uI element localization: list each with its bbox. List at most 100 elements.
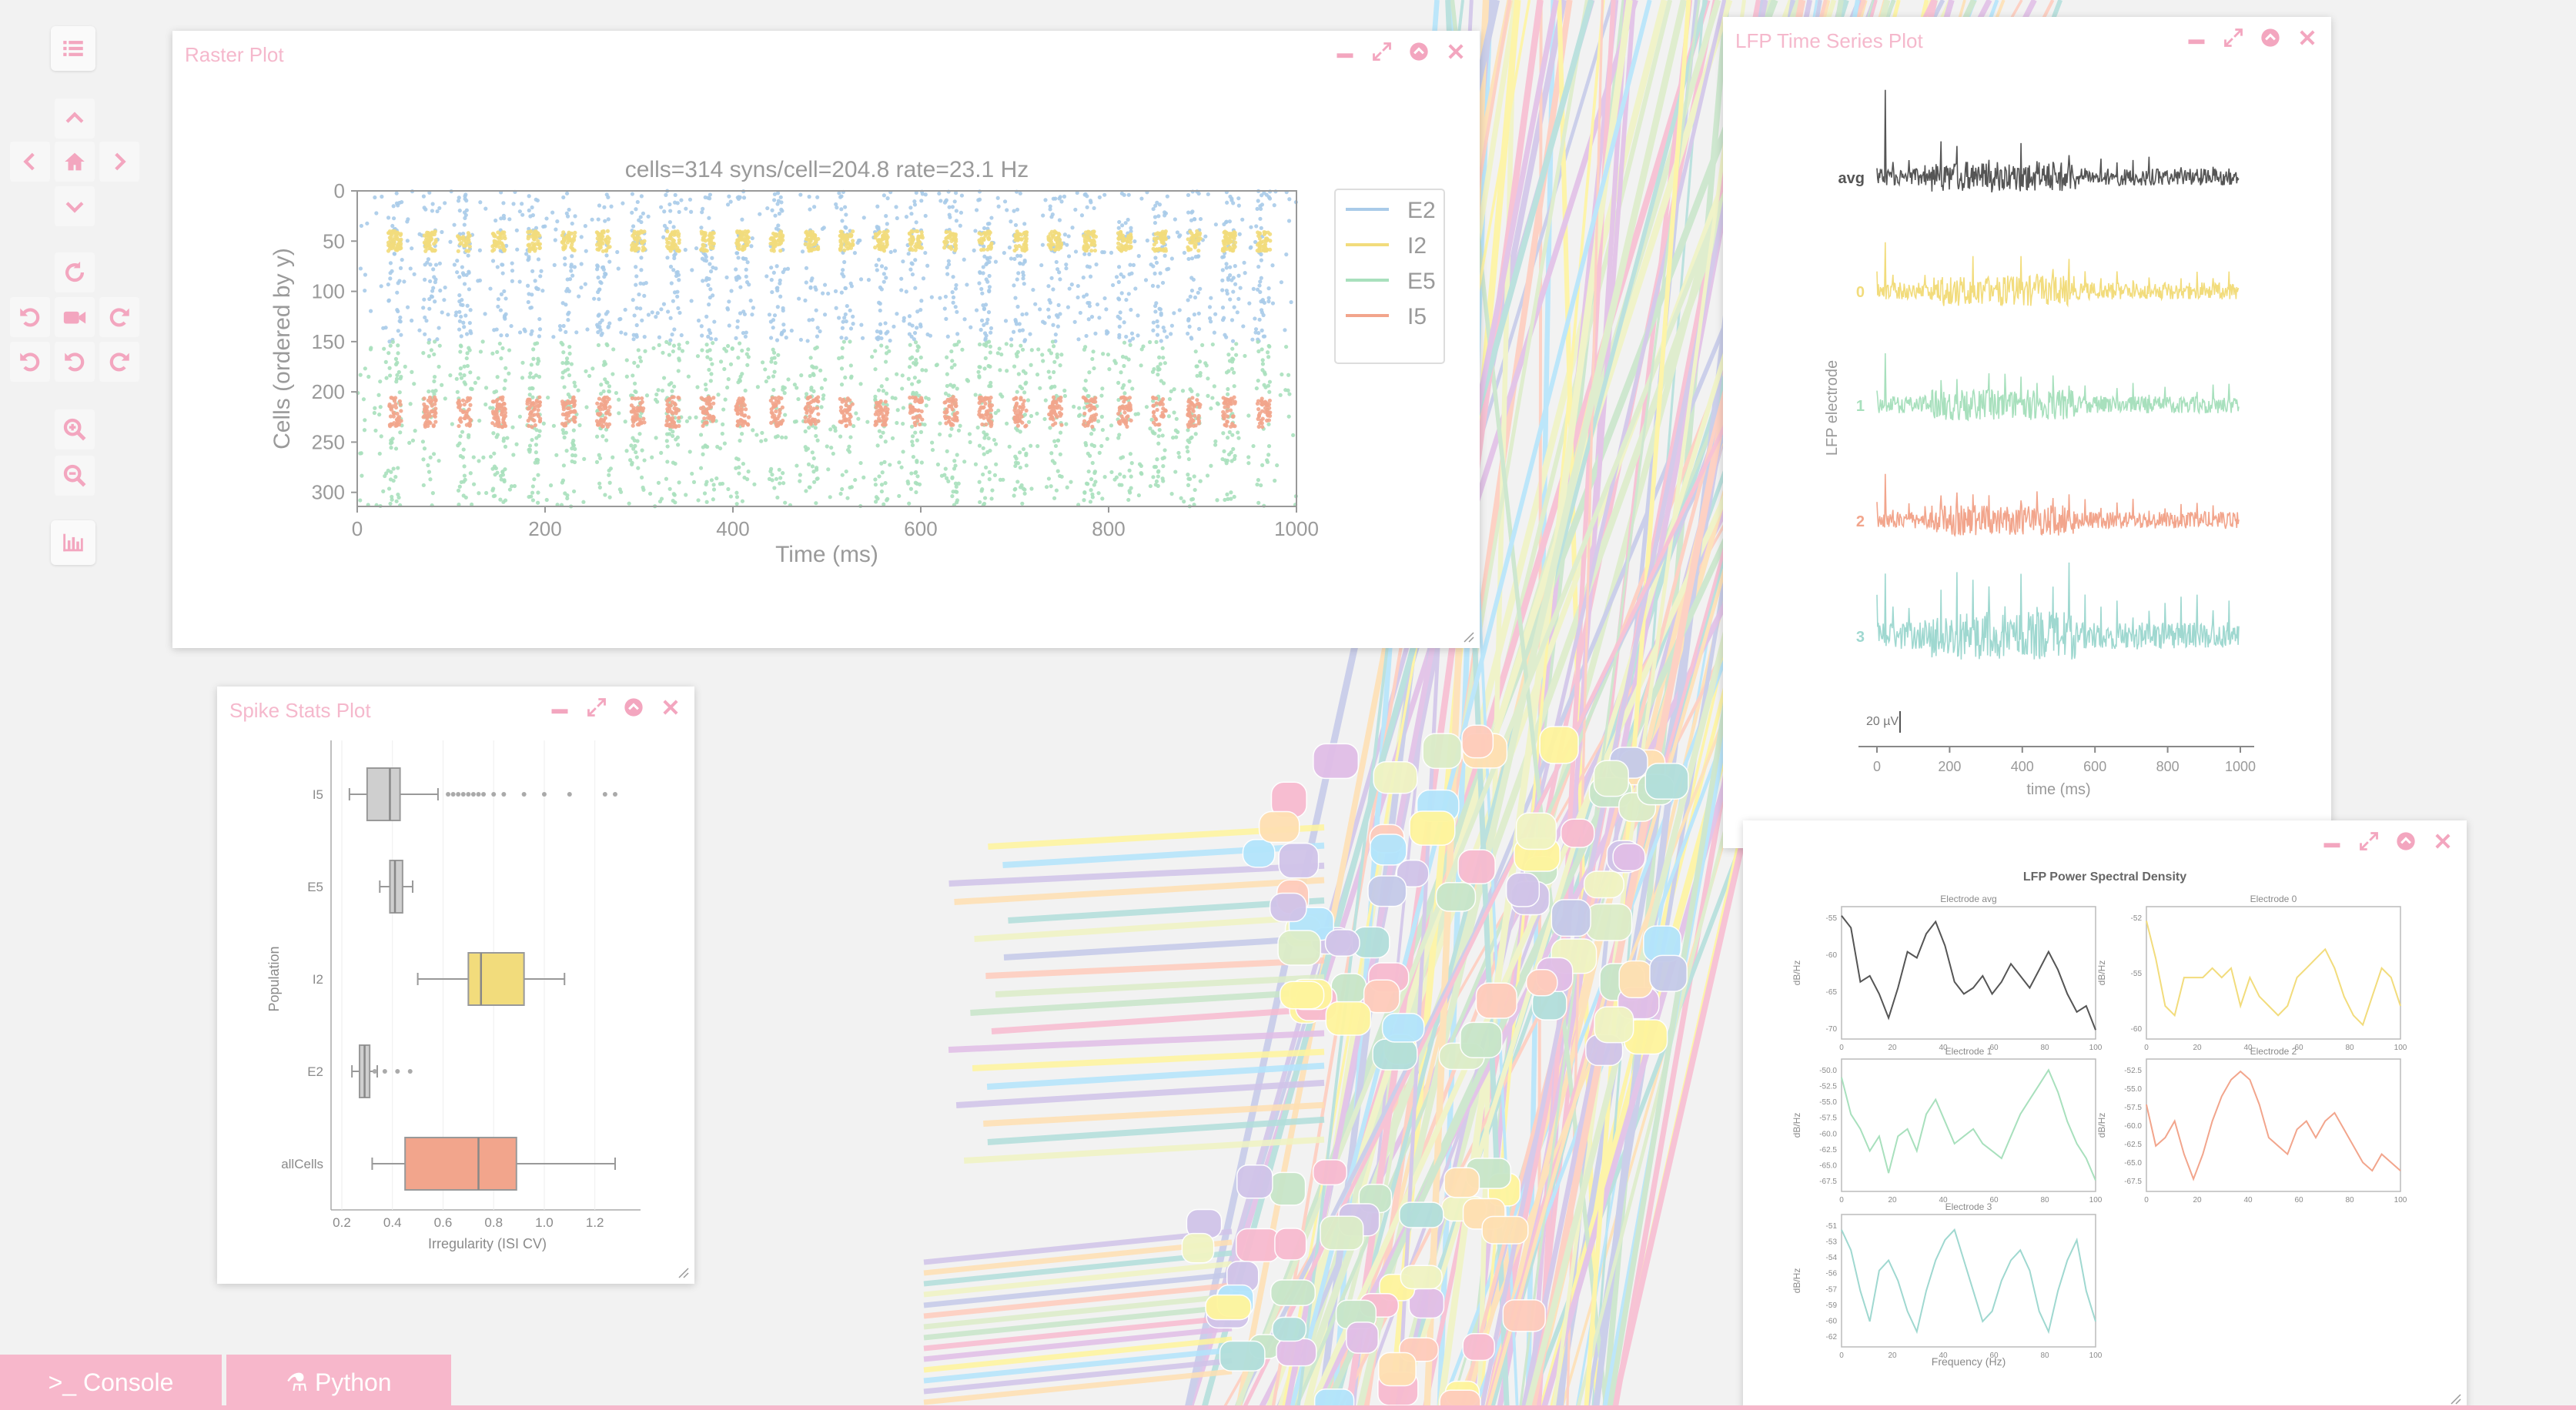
spike-point [677, 480, 681, 485]
spike-point [642, 335, 647, 339]
rotate-right-icon[interactable] [99, 297, 139, 337]
spike-point [1127, 401, 1132, 406]
rotate-reset-icon[interactable] [55, 252, 95, 292]
spike-point [1236, 203, 1241, 208]
spike-point [977, 479, 982, 484]
spike-point [920, 368, 925, 373]
minimize-icon[interactable] [1333, 40, 1357, 63]
spike-point [778, 408, 782, 413]
spike-point [490, 351, 495, 356]
spike-point [594, 434, 600, 439]
collapse-icon[interactable] [1407, 40, 1430, 63]
spike-point [466, 253, 470, 258]
spike-point [885, 222, 889, 226]
right-icon[interactable] [99, 142, 139, 182]
spike-point [1100, 386, 1105, 391]
spike-point [1107, 367, 1112, 372]
spike-point [1118, 405, 1122, 409]
spike-point [631, 436, 635, 440]
spike-point [711, 396, 716, 400]
fiber [923, 1293, 1233, 1330]
spike-point [873, 245, 878, 250]
spike-point [614, 390, 619, 396]
spike-point [968, 439, 972, 445]
spike-point [1236, 436, 1241, 440]
spike-point [1163, 408, 1168, 413]
cell-body [1594, 1006, 1634, 1044]
zoom-out-icon[interactable] [55, 456, 95, 496]
spike-point [980, 291, 985, 296]
spike-point [1247, 301, 1252, 306]
list-icon[interactable] [51, 26, 95, 71]
spike-point [643, 349, 647, 353]
undo-icon[interactable] [10, 342, 50, 382]
spike-point [750, 312, 754, 317]
home-icon[interactable] [55, 142, 95, 182]
spike-point [1059, 241, 1064, 246]
spike-point [536, 231, 540, 236]
spike-point [1048, 232, 1052, 236]
spike-point [573, 384, 577, 389]
raster-plot-window[interactable]: Raster Plot 0 200 400 600 800 1000 0 50 100 150 20… [172, 31, 1480, 648]
spike-point [527, 443, 533, 448]
spike-point [500, 469, 505, 474]
spike-point [1020, 347, 1025, 352]
spike-point [742, 312, 748, 316]
spike-point [700, 256, 704, 261]
spike-point [1102, 296, 1107, 301]
cell-body [1618, 960, 1654, 999]
camera-icon[interactable] [55, 297, 95, 337]
left-icon[interactable] [10, 142, 50, 182]
rotate-left-icon[interactable] [10, 297, 50, 337]
spike-point [1193, 432, 1198, 436]
spike-point [958, 223, 962, 228]
spike-point [603, 377, 607, 382]
spike-point [478, 200, 483, 205]
spike-point [1049, 451, 1054, 456]
down-icon[interactable] [55, 186, 95, 226]
close-icon[interactable] [1444, 40, 1467, 63]
redo-icon[interactable] [99, 342, 139, 382]
spike-point [775, 191, 781, 195]
maximize-icon[interactable] [1370, 40, 1393, 63]
spike-point [918, 324, 923, 329]
zoom-in-icon[interactable] [55, 409, 95, 449]
up-icon[interactable] [55, 99, 95, 139]
bar-chart-icon[interactable] [51, 520, 95, 565]
spike-point [494, 244, 499, 249]
spike-point [1213, 222, 1218, 227]
spike-point [670, 332, 674, 337]
cell-body [1236, 1164, 1273, 1199]
spike-point [1092, 205, 1096, 211]
spike-point [841, 339, 846, 344]
spike-point [548, 483, 554, 488]
spike-point [1154, 479, 1159, 484]
spike-point [1228, 297, 1233, 302]
spike-point [1156, 434, 1161, 439]
undo-alt-icon[interactable] [55, 342, 95, 382]
spike-point [1054, 259, 1059, 265]
spike-point [704, 387, 708, 392]
spike-point [1089, 242, 1094, 247]
spike-point [893, 396, 898, 401]
spike-point [1267, 389, 1272, 394]
spike-point [847, 416, 851, 422]
spike-point [1173, 469, 1178, 474]
spike-point [746, 239, 751, 244]
spike-point [557, 324, 563, 329]
spike-point [631, 407, 636, 413]
spike-point [1133, 286, 1138, 291]
spike-point [427, 395, 433, 400]
spike-point [1092, 242, 1097, 248]
spike-point [842, 205, 848, 209]
spike-point [925, 263, 930, 268]
spike-point [771, 270, 776, 275]
spike-point [1198, 286, 1203, 291]
fiber [1518, 0, 1701, 1410]
spike-point [1166, 266, 1171, 271]
spike-point [861, 475, 866, 479]
spike-point [1233, 282, 1238, 286]
cell-body [1593, 760, 1629, 797]
spike-point [708, 295, 712, 300]
